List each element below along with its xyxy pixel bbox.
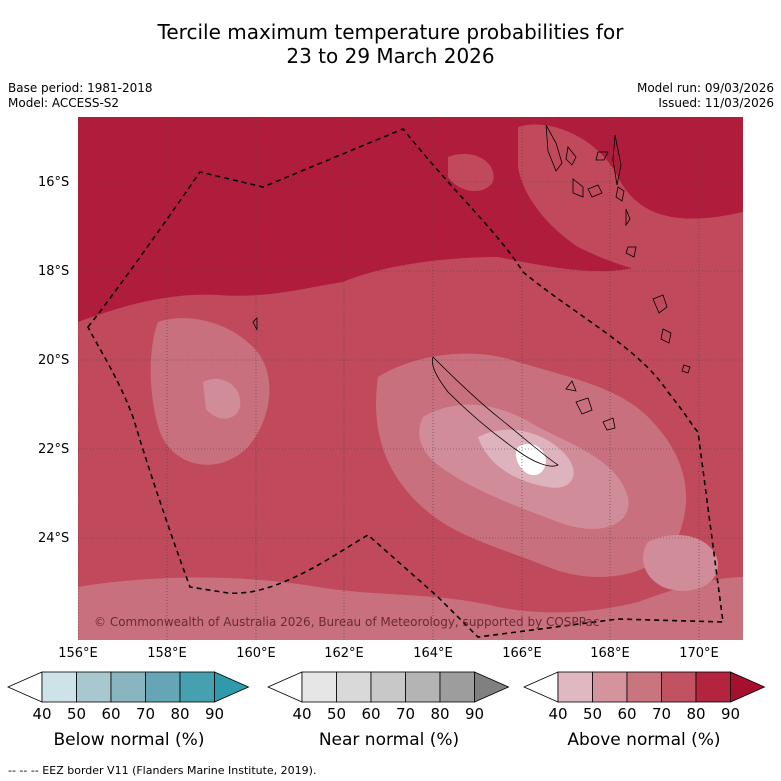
colorbar-tick-label: 90 bbox=[464, 705, 485, 723]
colorbar-segment bbox=[370, 671, 406, 703]
colorbar-tick-label: 90 bbox=[720, 705, 741, 723]
colorbar-segment bbox=[439, 671, 475, 703]
lat-label-16s: 16°S bbox=[38, 175, 70, 190]
island-small-west bbox=[252, 317, 258, 331]
lon-label-162e: 162°E bbox=[324, 646, 364, 661]
colorbar-segment bbox=[214, 671, 250, 703]
colorbar-segment bbox=[7, 671, 43, 703]
colorbar-segment bbox=[592, 671, 628, 703]
new-caledonia-coast bbox=[431, 356, 559, 467]
colorbar-tick-label: 90 bbox=[204, 705, 225, 723]
colorbar-segment bbox=[661, 671, 697, 703]
contour-70-80-north bbox=[518, 124, 743, 280]
eez-border bbox=[87, 128, 724, 638]
colorbar-segment bbox=[557, 671, 593, 703]
colorbar-segment bbox=[626, 671, 662, 703]
lon-label-164e: 164°E bbox=[413, 646, 453, 661]
colorbar-tick-label: 70 bbox=[135, 705, 156, 723]
colorbar-tick-label: 40 bbox=[292, 705, 312, 723]
model-run: Model run: 09/03/2026 bbox=[636, 81, 774, 95]
colorbar-segment bbox=[301, 671, 337, 703]
colorbar-tick-label: 80 bbox=[686, 705, 706, 723]
contour-50-60-west bbox=[203, 378, 241, 419]
title-line-1: Tercile maximum temperature probabilitie… bbox=[157, 20, 624, 44]
colorbar-tick-label: 80 bbox=[170, 705, 190, 723]
model-name: Model: ACCESS-S2 bbox=[8, 96, 120, 110]
colorbar-near-normal bbox=[267, 671, 510, 703]
colorbar-tick-label: 60 bbox=[101, 705, 121, 723]
colorbar-segment bbox=[267, 671, 303, 703]
base-period: Base period: 1981-2018 bbox=[8, 81, 153, 95]
colorbar-segment bbox=[145, 671, 181, 703]
colorbar-segment bbox=[110, 671, 146, 703]
colorbar-tick-label: 50 bbox=[582, 705, 603, 723]
vanuatu-islands bbox=[545, 124, 691, 374]
lat-label-24s: 24°S bbox=[38, 531, 70, 546]
lon-label-160e: 160°E bbox=[236, 646, 276, 661]
map-gridlines bbox=[78, 117, 743, 640]
colorbar-tick-label: 70 bbox=[651, 705, 672, 723]
lon-label-156e: 156°E bbox=[58, 646, 98, 661]
colorbar-tick-label: 50 bbox=[66, 705, 87, 723]
colorbar-above-label: Above normal (%) bbox=[567, 730, 721, 750]
colorbar-above-normal bbox=[523, 671, 766, 703]
lon-label-166e: 166°E bbox=[502, 646, 542, 661]
colorbar-tick-label: 60 bbox=[361, 705, 381, 723]
colorbar-segment bbox=[179, 671, 215, 703]
colorbar-below-normal bbox=[7, 671, 250, 703]
colorbar-below-label: Below normal (%) bbox=[53, 730, 205, 750]
colorbar-segment bbox=[695, 671, 731, 703]
colorbar-tick-label: 60 bbox=[617, 705, 637, 723]
colorbar-tick-label: 50 bbox=[326, 705, 347, 723]
colorbar-tick-label: 70 bbox=[395, 705, 416, 723]
colorbar-segment bbox=[336, 671, 372, 703]
copyright-text: © Commonwealth of Australia 2026, Bureau… bbox=[94, 615, 599, 629]
loyalty-islands bbox=[565, 380, 616, 431]
lon-label-168e: 168°E bbox=[590, 646, 630, 661]
lat-label-20s: 20°S bbox=[38, 353, 70, 368]
colorbar-segment bbox=[523, 671, 559, 703]
colorbar-tick-label: 40 bbox=[548, 705, 568, 723]
colorbars bbox=[7, 671, 766, 703]
lon-label-158e: 158°E bbox=[147, 646, 187, 661]
colorbar-segment bbox=[730, 671, 766, 703]
probability-map: © Commonwealth of Australia 2026, Bureau… bbox=[78, 117, 743, 640]
contour-50-60-southeast bbox=[643, 534, 719, 591]
lon-label-170e: 170°E bbox=[679, 646, 719, 661]
colorbar-segment bbox=[76, 671, 112, 703]
colorbar-tick-label: 40 bbox=[32, 705, 52, 723]
colorbar-near-label: Near normal (%) bbox=[318, 730, 460, 750]
eez-footnote: -- -- -- EEZ border V11 (Flanders Marine… bbox=[8, 764, 317, 777]
colorbar-segment bbox=[474, 671, 510, 703]
title-line-2: 23 to 29 March 2026 bbox=[286, 44, 495, 68]
colorbar-tick-label: 80 bbox=[430, 705, 450, 723]
issued-date: Issued: 11/03/2026 bbox=[658, 96, 774, 110]
lat-label-22s: 22°S bbox=[38, 442, 70, 457]
lat-label-18s: 18°S bbox=[38, 264, 70, 279]
colorbar-segment bbox=[405, 671, 441, 703]
colorbar-segment bbox=[41, 671, 77, 703]
